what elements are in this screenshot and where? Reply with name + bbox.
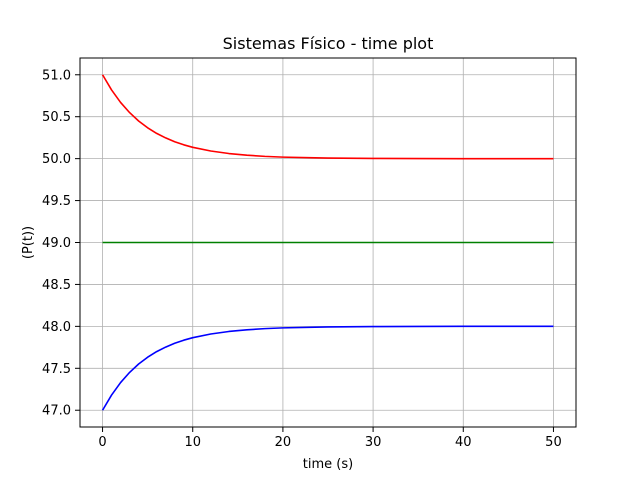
series-line-3 bbox=[101, 325, 554, 411]
x-tick-label: 20 bbox=[275, 435, 292, 450]
y-tick-label: 49.0 bbox=[42, 236, 71, 251]
x-tick-label: 50 bbox=[545, 435, 562, 450]
y-axis-label: (P(t)) bbox=[21, 226, 36, 259]
y-tick-label: 48.0 bbox=[42, 320, 71, 335]
x-tick-label: 0 bbox=[98, 435, 106, 450]
series-layer bbox=[101, 74, 554, 411]
series-line-1 bbox=[101, 74, 554, 160]
y-tick-label: 47.0 bbox=[42, 404, 71, 419]
x-tick-label: 40 bbox=[455, 435, 472, 450]
y-tick-label: 47.5 bbox=[42, 362, 71, 377]
y-tick-label: 49.5 bbox=[42, 194, 71, 209]
chart-title: Sistemas Físico - time plot bbox=[223, 34, 434, 53]
y-tick-label: 50.0 bbox=[42, 152, 71, 167]
y-tick-label: 51.0 bbox=[42, 68, 71, 83]
ticks: 0 10 20 30 40 50 47.0 47.5 48.0 48.5 49.0 49.5 50.0 5… bbox=[42, 68, 562, 450]
x-tick-label: 10 bbox=[184, 435, 201, 450]
x-axis-label: time (s) bbox=[303, 457, 353, 472]
y-tick-label: 50.5 bbox=[42, 110, 71, 125]
x-tick-label: 30 bbox=[365, 435, 382, 450]
y-tick-label: 48.5 bbox=[42, 278, 71, 293]
